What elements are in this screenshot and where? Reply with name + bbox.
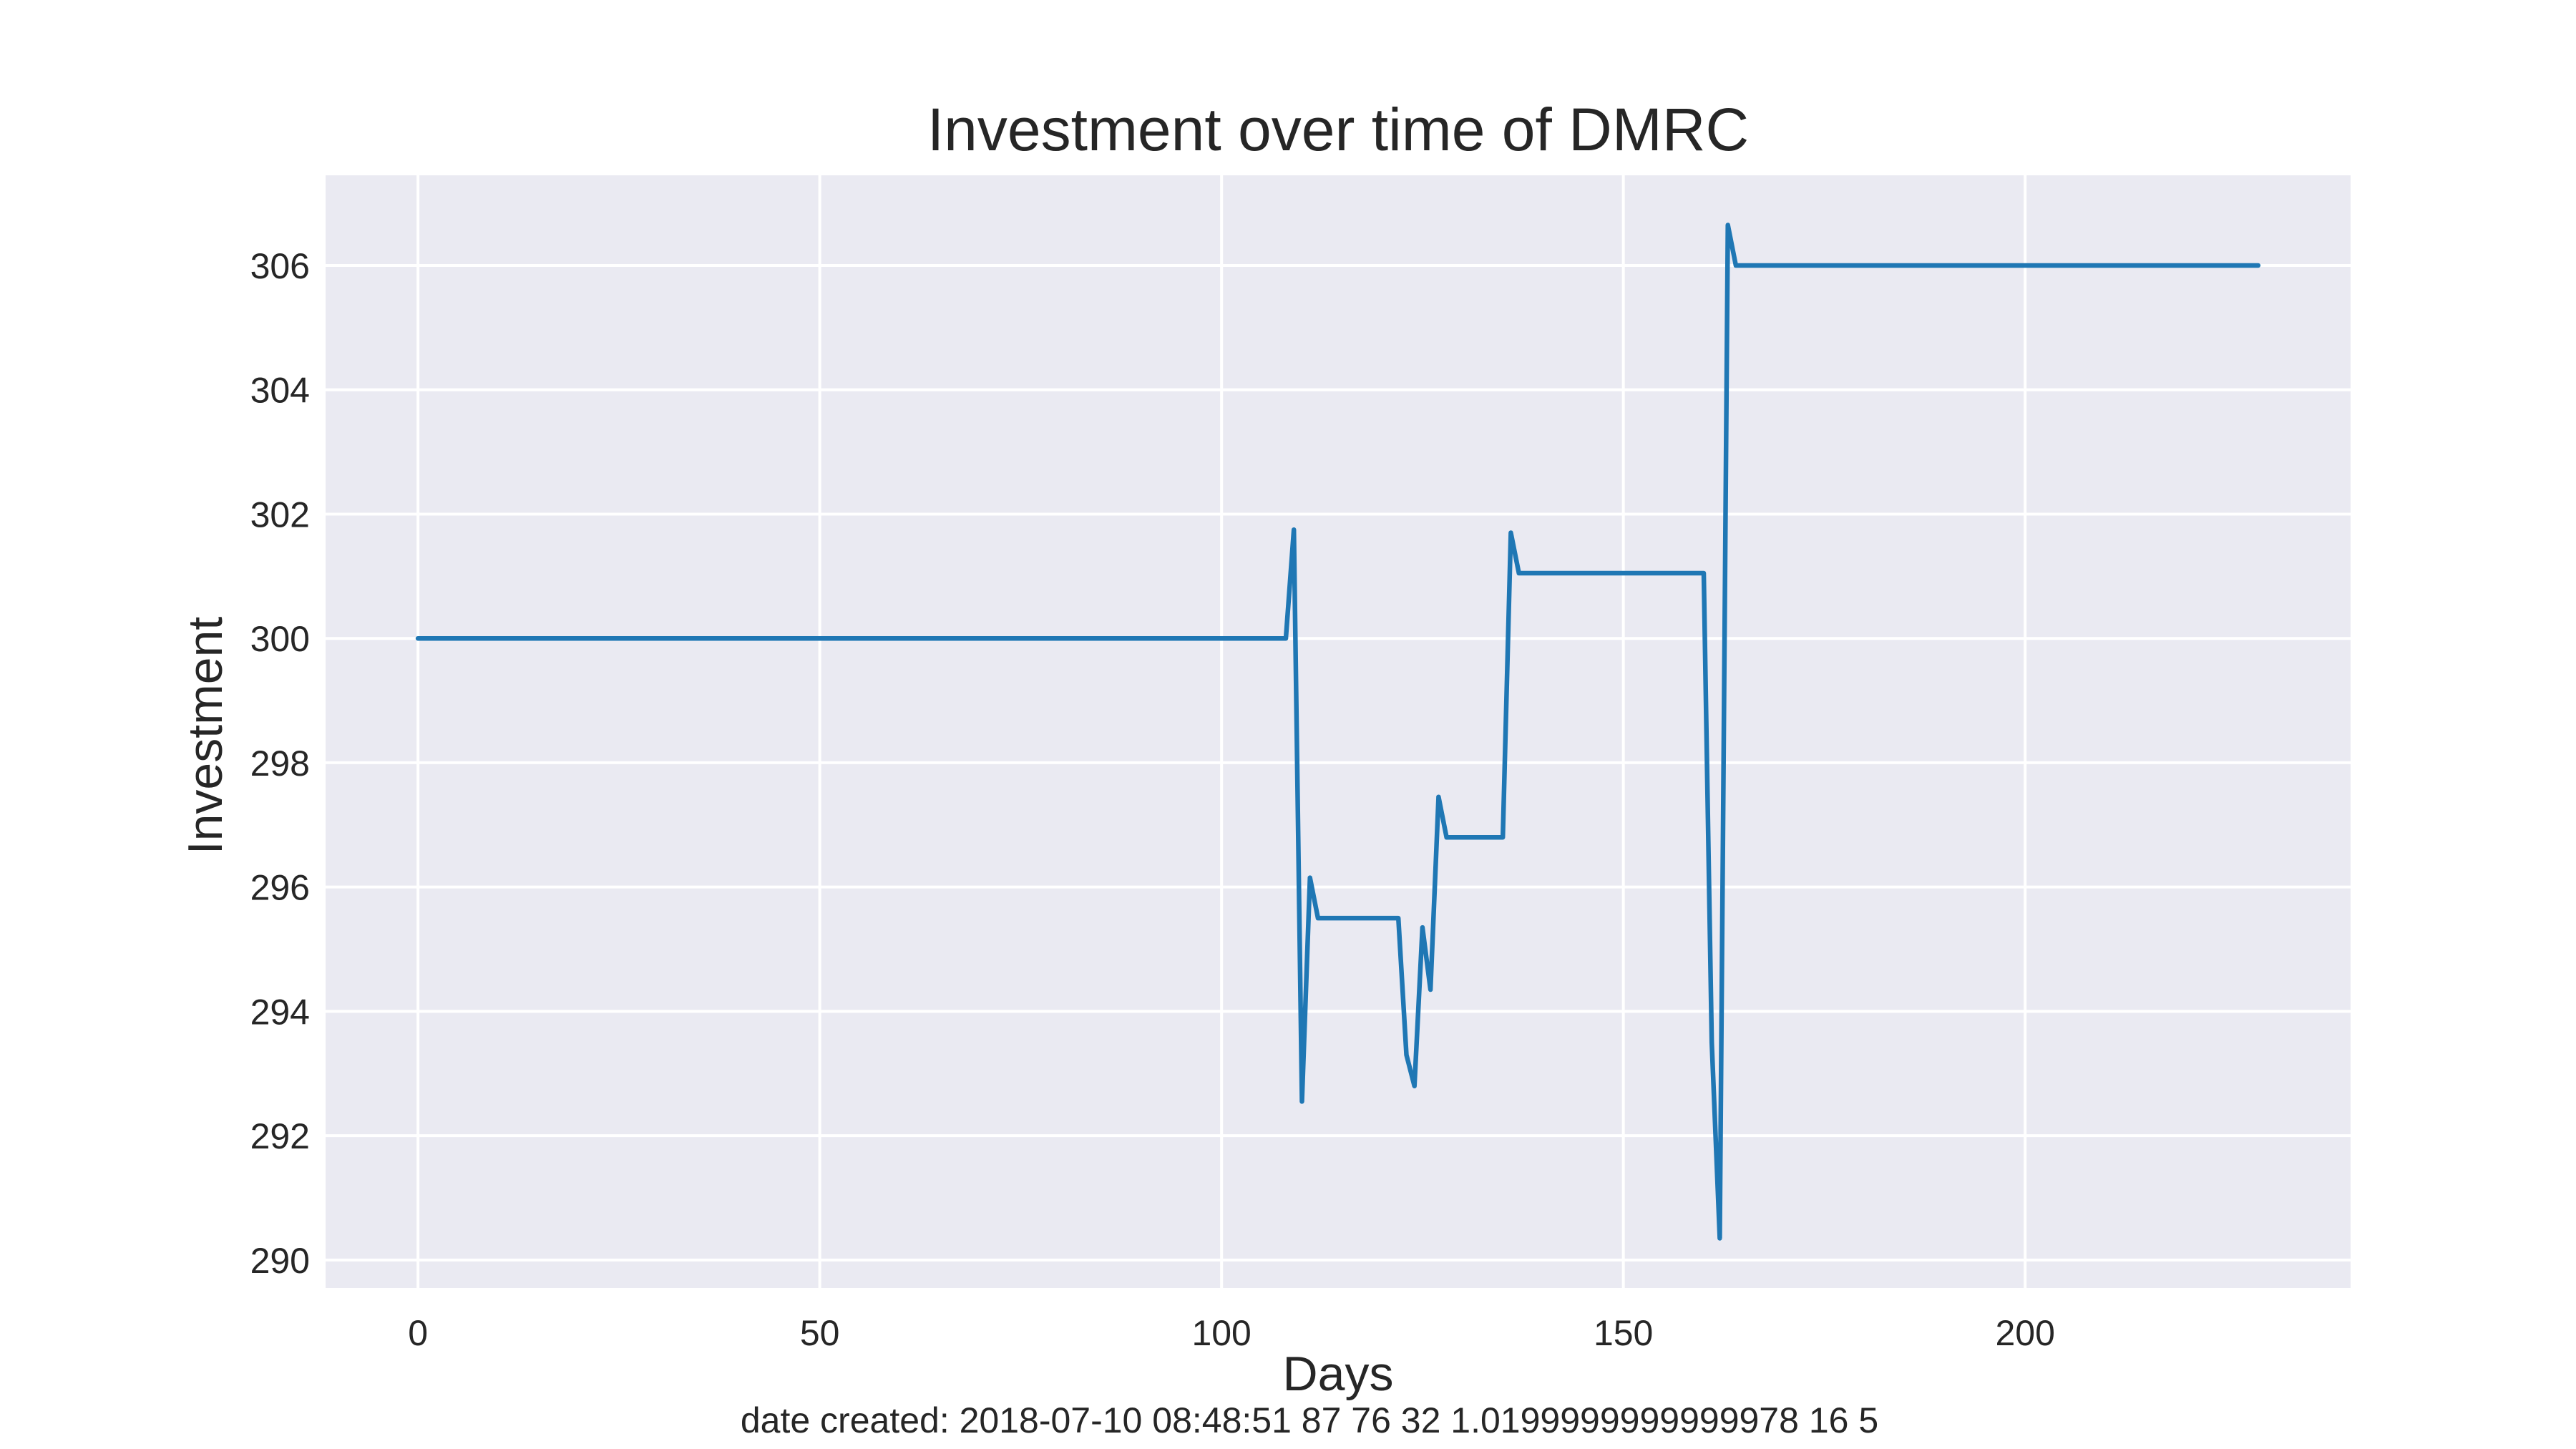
y-tick-label: 294	[250, 992, 310, 1032]
investment-series-line	[415, 223, 2261, 1241]
chart-title: Investment over time of DMRC	[927, 96, 1749, 163]
x-tick-label: 0	[408, 1313, 428, 1353]
x-axis-label: Days	[1283, 1347, 1394, 1401]
x-axis-ticks: 0 50 100 150 200	[408, 1313, 2055, 1353]
y-tick-label: 306	[250, 246, 310, 286]
y-tick-label: 290	[250, 1241, 310, 1281]
y-axis-ticks: 290 292 294 296 298 300 302 304 306	[250, 246, 310, 1281]
y-axis-label: Investment	[178, 617, 233, 855]
y-tick-label: 302	[250, 494, 310, 535]
plot-area	[326, 175, 2351, 1288]
x-tick-label: 50	[800, 1313, 840, 1353]
x-tick-label: 200	[1995, 1313, 2054, 1353]
y-tick-label: 304	[250, 371, 310, 411]
y-tick-label: 298	[250, 743, 310, 784]
x-tick-label: 150	[1594, 1313, 1653, 1353]
date-created-caption: date created: 2018-07-10 08:48:51 87 76 …	[741, 1400, 1878, 1440]
y-tick-label: 300	[250, 619, 310, 659]
y-tick-label: 292	[250, 1116, 310, 1156]
x-tick-label: 100	[1191, 1313, 1251, 1353]
series-layer	[415, 223, 2261, 1241]
y-tick-label: 296	[250, 868, 310, 908]
